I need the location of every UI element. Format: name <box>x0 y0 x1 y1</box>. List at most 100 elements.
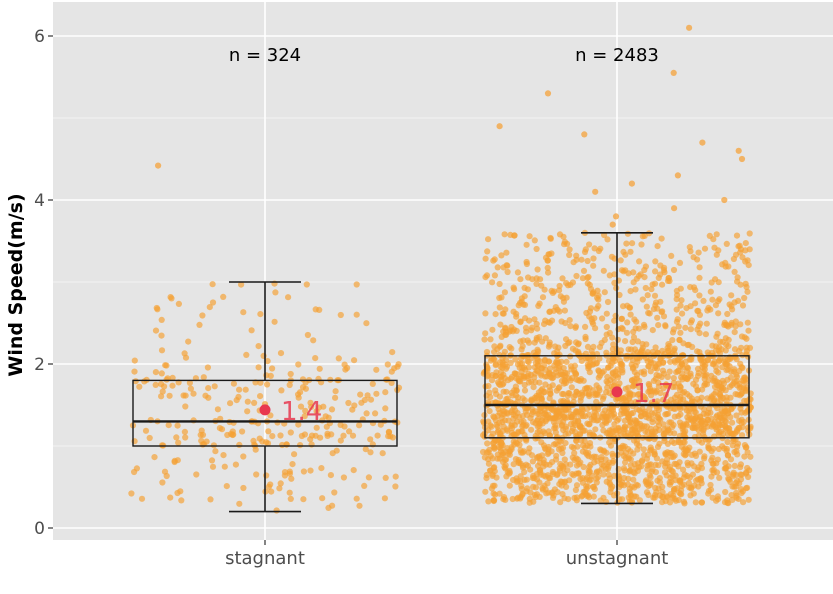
data-point <box>499 428 506 435</box>
data-point <box>198 437 205 444</box>
data-point <box>263 472 270 479</box>
data-point <box>524 286 532 293</box>
data-point <box>630 450 637 457</box>
data-point <box>741 334 748 341</box>
data-point <box>584 280 591 287</box>
data-point <box>519 364 526 372</box>
data-point <box>158 370 165 377</box>
outlier-point <box>496 123 503 130</box>
data-point <box>182 403 189 410</box>
data-point <box>616 291 623 299</box>
data-point <box>218 426 226 433</box>
data-point <box>600 494 607 501</box>
data-point <box>357 391 364 398</box>
data-point <box>297 442 304 449</box>
data-point <box>379 450 386 457</box>
data-point <box>745 496 752 503</box>
data-point <box>525 358 532 366</box>
data-point <box>295 421 302 428</box>
data-point <box>681 471 688 478</box>
data-point <box>587 360 594 367</box>
data-point <box>517 276 524 283</box>
data-point <box>574 456 581 463</box>
data-point <box>536 423 543 430</box>
data-point <box>683 421 690 428</box>
data-point <box>299 376 307 383</box>
data-point <box>373 366 380 373</box>
data-point <box>737 246 745 253</box>
data-point <box>580 267 588 274</box>
data-point <box>631 437 638 444</box>
data-point <box>568 384 575 391</box>
data-point <box>657 298 664 305</box>
data-point <box>742 280 749 287</box>
data-point <box>236 386 243 393</box>
data-point <box>351 357 358 364</box>
data-point <box>650 360 657 367</box>
data-point <box>285 294 292 301</box>
data-point <box>603 310 610 317</box>
data-point <box>631 461 638 468</box>
data-point <box>707 481 714 489</box>
data-point <box>724 470 731 477</box>
data-point <box>504 268 511 276</box>
data-point <box>524 462 532 469</box>
data-point <box>742 386 750 393</box>
data-point <box>291 451 298 458</box>
data-point <box>714 496 722 503</box>
data-point <box>331 489 338 496</box>
data-point <box>651 280 659 287</box>
data-point <box>728 368 735 375</box>
data-point <box>349 406 356 413</box>
data-point <box>152 369 159 376</box>
data-point <box>730 436 737 443</box>
data-point <box>638 422 645 430</box>
data-point <box>257 379 264 386</box>
data-point <box>534 266 541 273</box>
data-point <box>692 287 699 294</box>
data-point <box>714 456 722 463</box>
data-point <box>639 296 646 303</box>
data-point <box>609 346 617 353</box>
data-point <box>501 231 508 238</box>
data-point <box>728 492 735 499</box>
data-point <box>490 490 497 497</box>
data-point <box>491 482 498 489</box>
data-point <box>586 369 593 376</box>
data-point <box>652 268 659 275</box>
data-point <box>659 483 666 490</box>
data-point <box>528 396 535 403</box>
data-point <box>590 255 597 262</box>
data-point <box>643 303 650 310</box>
data-point <box>741 294 748 302</box>
data-point <box>510 461 517 468</box>
data-point <box>523 241 530 248</box>
data-point <box>594 287 601 294</box>
data-point <box>708 279 715 286</box>
data-point <box>595 374 602 381</box>
data-point <box>384 361 391 368</box>
data-point <box>567 420 575 428</box>
x-tick-label: unstagnant <box>566 548 669 569</box>
data-point <box>703 320 710 327</box>
data-point <box>709 296 716 303</box>
data-point <box>632 325 639 332</box>
data-point <box>486 408 493 415</box>
plot-panel <box>53 2 833 540</box>
data-point <box>636 258 643 265</box>
data-point <box>679 376 686 383</box>
data-point <box>615 416 622 423</box>
data-point <box>490 257 497 264</box>
data-point <box>684 391 691 398</box>
count-label: n = 324 <box>229 45 301 66</box>
data-point <box>255 364 262 371</box>
data-point <box>572 429 579 436</box>
data-point <box>528 426 535 433</box>
data-point <box>507 231 514 238</box>
data-point <box>599 395 607 402</box>
data-point <box>649 348 656 356</box>
data-point <box>610 341 617 348</box>
data-point <box>496 294 503 302</box>
data-point <box>685 341 692 348</box>
data-point <box>167 494 174 501</box>
